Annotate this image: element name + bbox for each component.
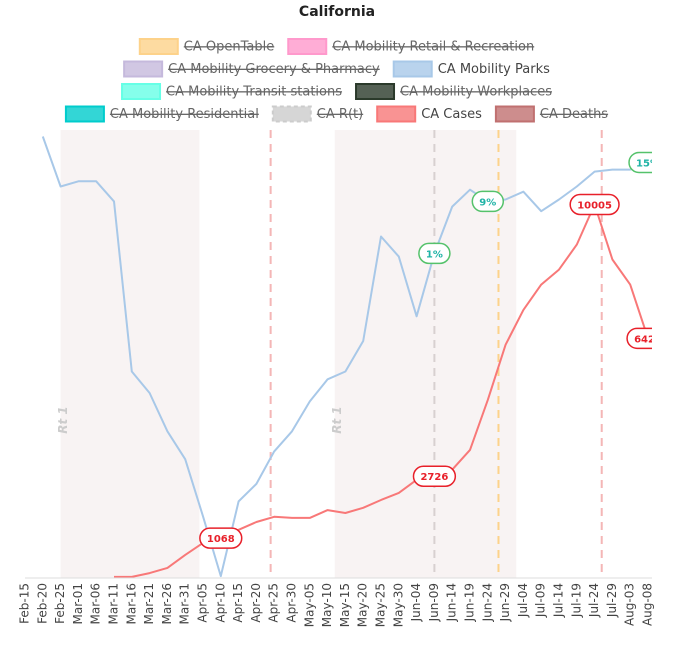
legend-swatch <box>287 38 328 55</box>
x-tick-label: Mar-21 <box>142 583 156 624</box>
data-label-text: 1% <box>426 249 443 260</box>
x-tick-label: Jul-24 <box>587 583 601 618</box>
legend-label: CA Mobility Grocery & Pharmacy <box>168 62 380 77</box>
legend-item[interactable]: CA Mobility Residential <box>64 105 259 123</box>
legend-label: CA Mobility Parks <box>438 62 550 77</box>
x-tick-label: May-20 <box>356 583 370 627</box>
data-label: 1% <box>418 242 451 265</box>
legend-swatch <box>64 105 105 123</box>
data-label-box <box>418 242 451 265</box>
data-label-box <box>626 327 652 350</box>
x-tick-label: Mar-06 <box>89 583 103 624</box>
chart-title: California <box>299 4 375 20</box>
x-tick-label: Feb-15 <box>18 583 32 624</box>
x-tick-label: Jun-14 <box>445 583 459 622</box>
x-tick-label: May-15 <box>338 583 352 627</box>
data-label: 6420 <box>626 327 662 350</box>
x-tick-label: Feb-25 <box>53 583 67 624</box>
data-label: 15% <box>628 151 660 174</box>
band-label: Rt 1 <box>56 406 70 434</box>
x-tick-label: Jul-19 <box>569 583 583 618</box>
data-label: 10005 <box>569 193 620 216</box>
legend-label: CA OpenTable <box>184 40 274 55</box>
x-tick-label: May-25 <box>374 583 388 627</box>
legend-label: CA Mobility Residential <box>110 107 259 122</box>
x-tick-label: Jun-04 <box>409 583 423 622</box>
data-label: 1068 <box>199 527 243 549</box>
x-tick-label: Apr-05 <box>196 583 210 623</box>
legend-swatch <box>494 105 535 123</box>
legend-swatch <box>355 83 396 100</box>
x-tick-label: Jun-09 <box>427 583 441 622</box>
legend-label: CA Cases <box>421 107 482 122</box>
legend-item[interactable]: CA Mobility Workplaces <box>355 83 552 100</box>
x-tick-label: Jun-24 <box>480 583 494 622</box>
legend-item[interactable]: CA R(t) <box>271 105 363 123</box>
x-tick-label: Mar-26 <box>160 583 174 624</box>
data-label-text: 9% <box>479 197 496 208</box>
legend-item[interactable]: CA Mobility Transit stations <box>121 83 342 100</box>
data-label-text: 10005 <box>577 200 612 211</box>
legend-swatch <box>123 60 164 78</box>
data-label-box <box>412 465 457 487</box>
band-label: Rt 1 <box>330 406 344 434</box>
data-label-text: 2726 <box>420 472 448 483</box>
x-tick-label: Jun-29 <box>498 583 512 622</box>
data-label: 9% <box>471 190 505 213</box>
x-tick-label: Apr-10 <box>213 583 227 623</box>
legend-label: CA Mobility Workplaces <box>400 85 552 100</box>
legend-label: CA Mobility Retail & Recreation <box>332 40 534 55</box>
x-tick-label: Jun-19 <box>463 583 477 622</box>
legend-item[interactable]: CA Cases <box>376 105 482 123</box>
legend-swatch <box>271 105 312 123</box>
data-label-text: 1068 <box>207 534 235 545</box>
x-tick-label: Mar-11 <box>107 583 121 624</box>
data-label: 2726 <box>412 465 457 487</box>
legend-label: CA Deaths <box>540 107 608 122</box>
data-label-box <box>569 193 620 216</box>
series-line <box>41 136 649 578</box>
x-tick-label: Jul-04 <box>516 583 530 618</box>
x-tick-label: Apr-30 <box>285 583 299 623</box>
x-tick-label: Mar-01 <box>71 583 85 624</box>
legend-item[interactable]: CA Mobility Grocery & Pharmacy <box>123 60 380 78</box>
data-label-box <box>471 190 505 213</box>
x-tick-label: May-05 <box>302 583 316 627</box>
x-tick-label: Aug-08 <box>641 583 655 626</box>
x-tick-label: Apr-25 <box>267 583 281 623</box>
x-tick-label: Jul-14 <box>552 583 566 618</box>
legend-item[interactable]: CA OpenTable <box>138 38 274 55</box>
data-label-text: 6420 <box>634 334 662 345</box>
data-label-box <box>199 527 243 549</box>
x-tick-label: Mar-31 <box>178 583 192 624</box>
x-tick-label: Apr-20 <box>249 583 263 623</box>
legend-item[interactable]: CA Mobility Retail & Recreation <box>287 38 534 55</box>
x-tick-label: Jul-09 <box>534 583 548 618</box>
legend-swatch <box>392 60 433 78</box>
legend-label: CA R(t) <box>317 107 363 122</box>
x-tick-label: Mar-16 <box>124 583 138 624</box>
x-tick-label: May-30 <box>391 583 405 627</box>
legend-swatch <box>121 83 162 100</box>
x-tick-label: Feb-20 <box>35 583 49 624</box>
x-tick-label: Jul-29 <box>605 583 619 618</box>
data-label-box <box>628 151 652 174</box>
x-tick-label: May-10 <box>320 583 334 627</box>
x-tick-label: Apr-15 <box>231 583 245 623</box>
legend-swatch <box>138 38 179 55</box>
legend-label: CA Mobility Transit stations <box>166 85 342 100</box>
x-tick-label: Aug-03 <box>623 583 637 626</box>
legend-item[interactable]: CA Mobility Parks <box>392 60 550 78</box>
data-label-text: 15% <box>636 158 660 169</box>
legend-item[interactable]: CA Deaths <box>494 105 608 123</box>
legend-swatch <box>376 105 417 123</box>
